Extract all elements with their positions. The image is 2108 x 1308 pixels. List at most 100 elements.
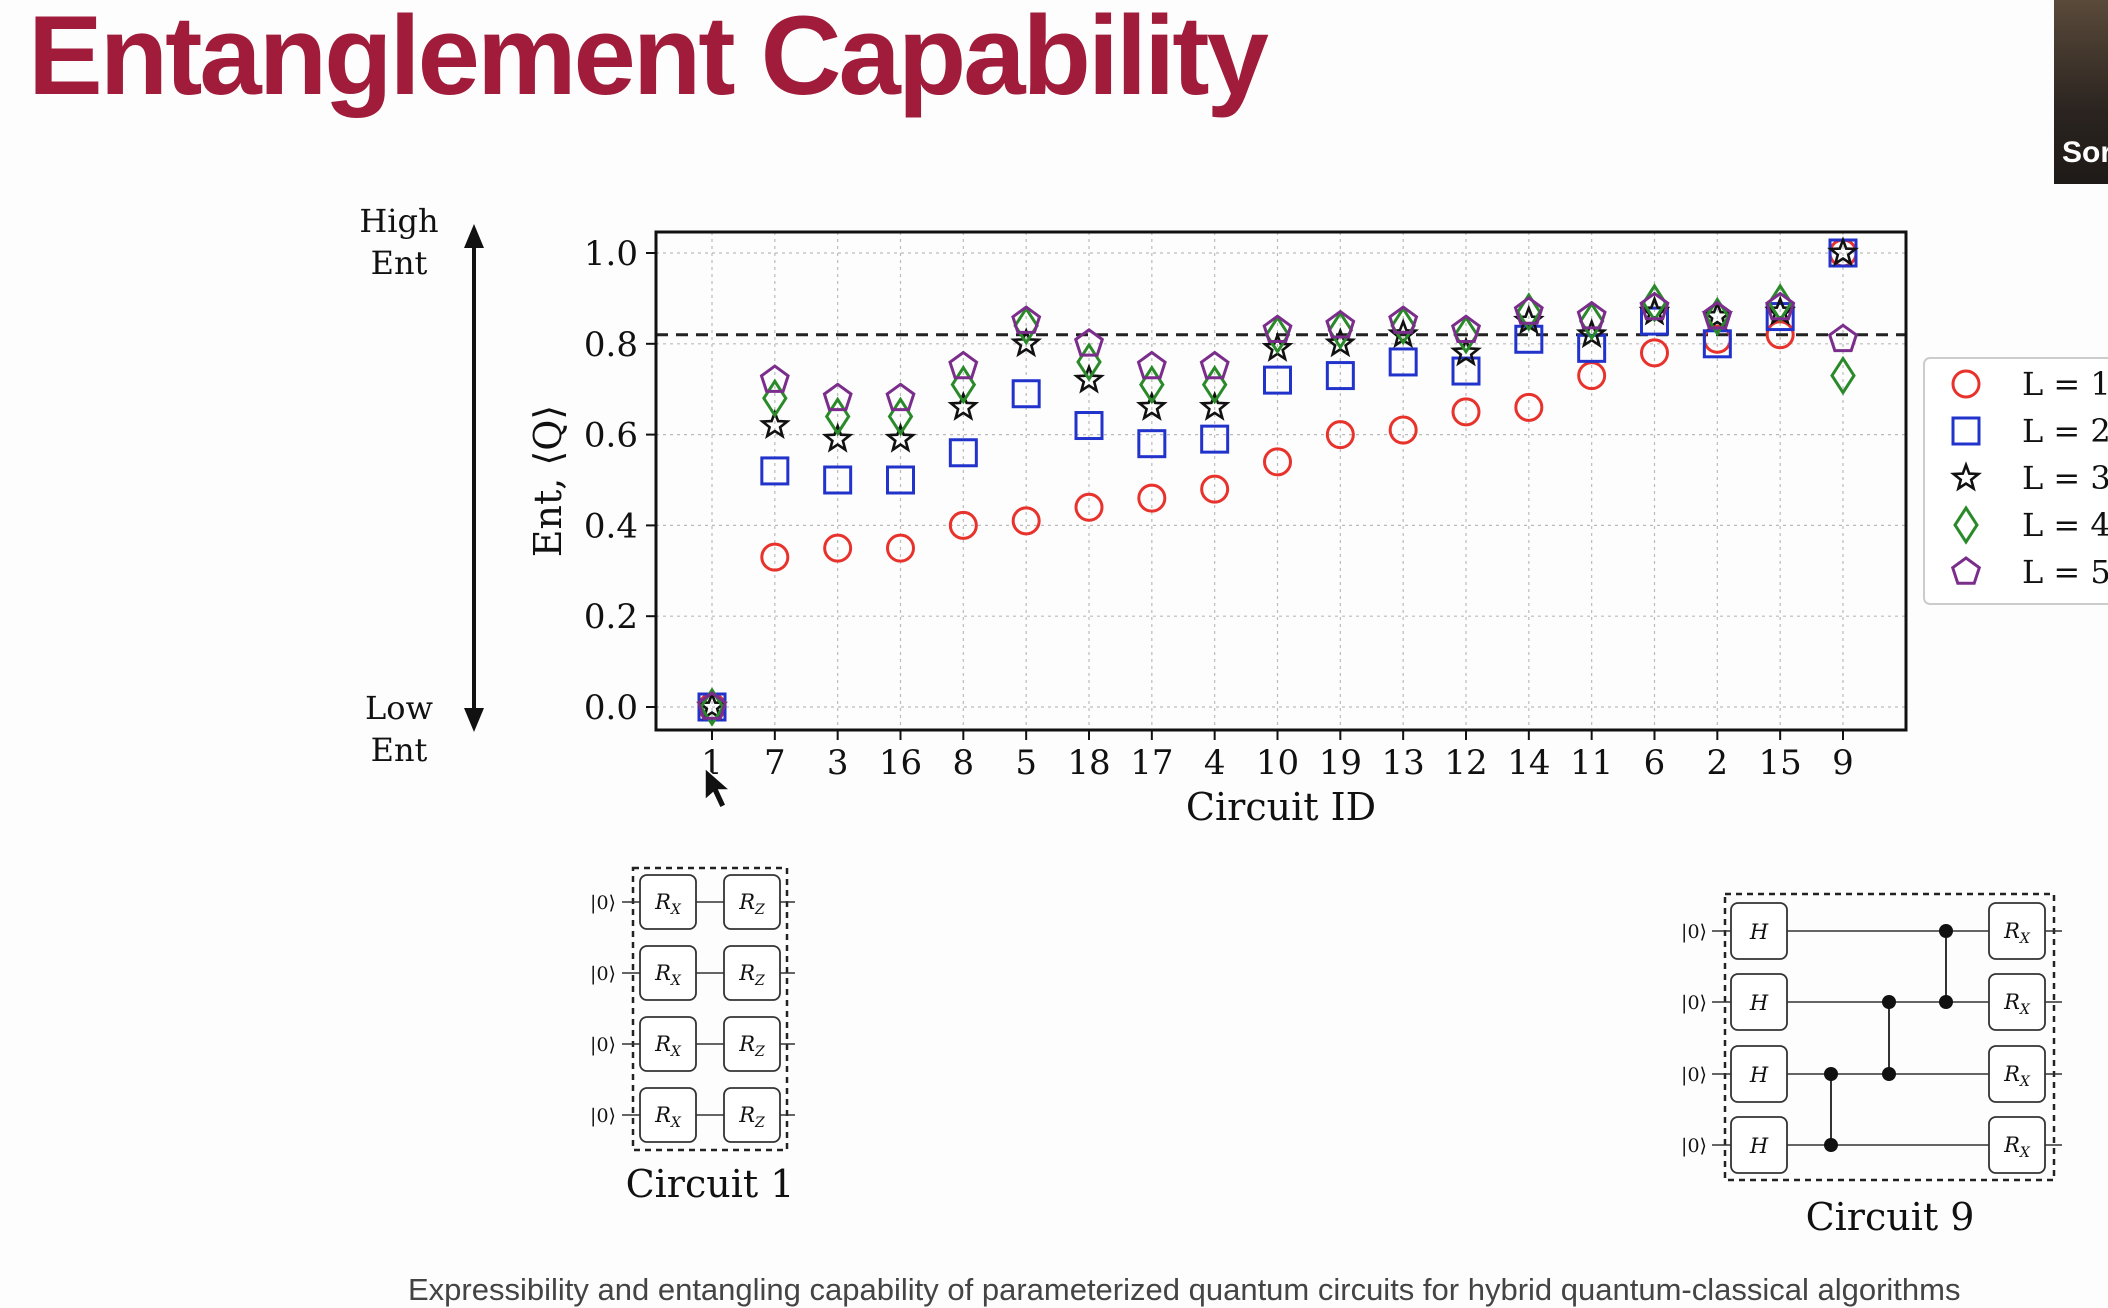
control-dot — [1824, 1138, 1838, 1152]
qubit-ket-label: |0⟩ — [1681, 992, 1707, 1014]
x-tick-label: 15 — [1759, 743, 1802, 783]
data-point-square — [1765, 302, 1795, 332]
y-axis-ticks: 0.0 0.2 0.4 0.6 0.8 1.0 — [584, 234, 656, 728]
legend-label: L = 5 — [2022, 553, 2108, 591]
gate-label: RZ — [738, 961, 765, 989]
circuit-1-title: Circuit 1 — [626, 1162, 795, 1206]
data-point-square — [1074, 411, 1104, 441]
control-dot — [1824, 1067, 1838, 1081]
qubit-ket-label: |0⟩ — [590, 892, 616, 914]
data-point-diamond — [1704, 296, 1731, 337]
rotation-gate — [1988, 1116, 2046, 1174]
participant-name: Sor — [2062, 136, 2108, 169]
data-point-star — [758, 408, 791, 439]
mouse-cursor-icon — [704, 766, 732, 810]
data-point-square — [823, 465, 853, 495]
data-point-square — [1640, 306, 1669, 336]
data-point-square — [1388, 347, 1418, 377]
data-point-diamond — [1830, 355, 1856, 396]
data-point-star — [884, 422, 917, 453]
x-tick-label: 6 — [1644, 743, 1666, 783]
data-point-circle — [1200, 474, 1230, 504]
x-tick-label: 10 — [1256, 743, 1299, 783]
qubit-ket-label: |0⟩ — [590, 1034, 616, 1056]
data-point-square — [886, 465, 915, 495]
data-point-diamond — [1453, 314, 1479, 355]
hadamard-gate — [1730, 973, 1788, 1031]
legend-box — [1923, 357, 2108, 605]
rotation-gate — [639, 874, 697, 930]
participant-video-tile[interactable]: Sor — [2054, 0, 2108, 184]
y-tick-label: 0.6 — [584, 416, 638, 456]
control-dot — [1882, 1067, 1896, 1081]
y-tick-label: 0.8 — [584, 325, 638, 365]
legend-marker-pentagon — [1950, 556, 1982, 585]
data-point-pentagon — [1262, 314, 1293, 343]
data-point-square — [1011, 379, 1041, 409]
circuit-9-title: Circuit 9 — [1806, 1195, 1975, 1239]
legend-label: L = 3 — [2022, 459, 2108, 497]
x-tick-label: 17 — [1130, 743, 1173, 783]
legend-label: L = 4 — [2022, 506, 2108, 544]
data-markers — [696, 236, 1859, 727]
x-tick-label: 14 — [1507, 743, 1550, 783]
qubit-ket-label: |0⟩ — [590, 963, 616, 985]
x-tick-label: 16 — [879, 743, 922, 783]
x-tick-label: 12 — [1444, 743, 1487, 783]
data-point-pentagon — [1639, 291, 1670, 321]
x-tick-label: 2 — [1707, 743, 1729, 783]
data-point-circle — [1011, 506, 1041, 536]
x-tick-label: 11 — [1570, 743, 1613, 783]
paper-citation-caption: Expressibility and entangling capability… — [408, 1272, 1961, 1307]
legend-label: L = 2 — [2022, 412, 2108, 450]
x-tick-label: 3 — [827, 743, 849, 783]
x-tick-label: 18 — [1067, 743, 1110, 783]
series-l4 — [699, 283, 1856, 727]
side-arrow-down-icon — [464, 708, 484, 732]
control-dot — [1939, 995, 1953, 1009]
grid-lines — [656, 232, 1906, 730]
data-point-square — [948, 438, 978, 468]
y-tick-label: 0.4 — [584, 506, 638, 546]
qubit-ket-label: |0⟩ — [1681, 1135, 1707, 1157]
data-point-pentagon — [1325, 309, 1356, 339]
data-point-circle — [1451, 397, 1481, 427]
rotation-gate — [723, 1087, 781, 1143]
rotation-gate — [639, 1016, 697, 1072]
gate-label: RX — [2003, 919, 2031, 947]
data-point-star — [1073, 363, 1105, 394]
gate-label: RX — [654, 961, 682, 989]
legend-marker-star — [1950, 461, 1982, 492]
gate-label: H — [1749, 1063, 1769, 1087]
x-axis-ticks: 1 7 3 16 8 5 18 17 4 10 19 13 12 14 11 6 2 15 9 — [701, 730, 1854, 783]
data-point-star — [1136, 390, 1168, 421]
gate-label: H — [1749, 991, 1769, 1015]
hadamard-gate — [1730, 1045, 1788, 1103]
legend-marker-circle — [1951, 369, 1981, 399]
qubit-ket-label: |0⟩ — [590, 1105, 616, 1127]
gate-label: RZ — [738, 1103, 765, 1131]
slide-title: Entanglement Capability — [28, 0, 1269, 118]
legend-label: L = 1 — [2022, 365, 2108, 403]
data-point-pentagon — [948, 350, 979, 380]
side-entanglement-axis: High Ent Low Ent — [359, 202, 484, 769]
control-dot — [1939, 924, 1953, 938]
legend-marker-square — [1951, 416, 1981, 446]
hadamard-gate — [1730, 1116, 1788, 1174]
gate-label: H — [1749, 1134, 1769, 1158]
circuit-1-dashed-box — [631, 866, 789, 1152]
data-point-pentagon — [759, 364, 790, 393]
data-point-square — [1325, 361, 1355, 391]
rotation-gate — [639, 945, 697, 1001]
data-point-pentagon — [696, 691, 728, 720]
gate-label: RZ — [738, 890, 765, 918]
y-tick-label: 1.0 — [584, 234, 638, 274]
gate-label: RX — [654, 1032, 682, 1060]
data-point-pentagon — [1073, 327, 1105, 357]
data-point-square — [1263, 365, 1292, 395]
data-point-pentagon — [1011, 305, 1042, 334]
high-label-line1: High — [359, 202, 438, 240]
data-point-star — [1010, 327, 1043, 358]
data-point-square — [1200, 424, 1230, 454]
